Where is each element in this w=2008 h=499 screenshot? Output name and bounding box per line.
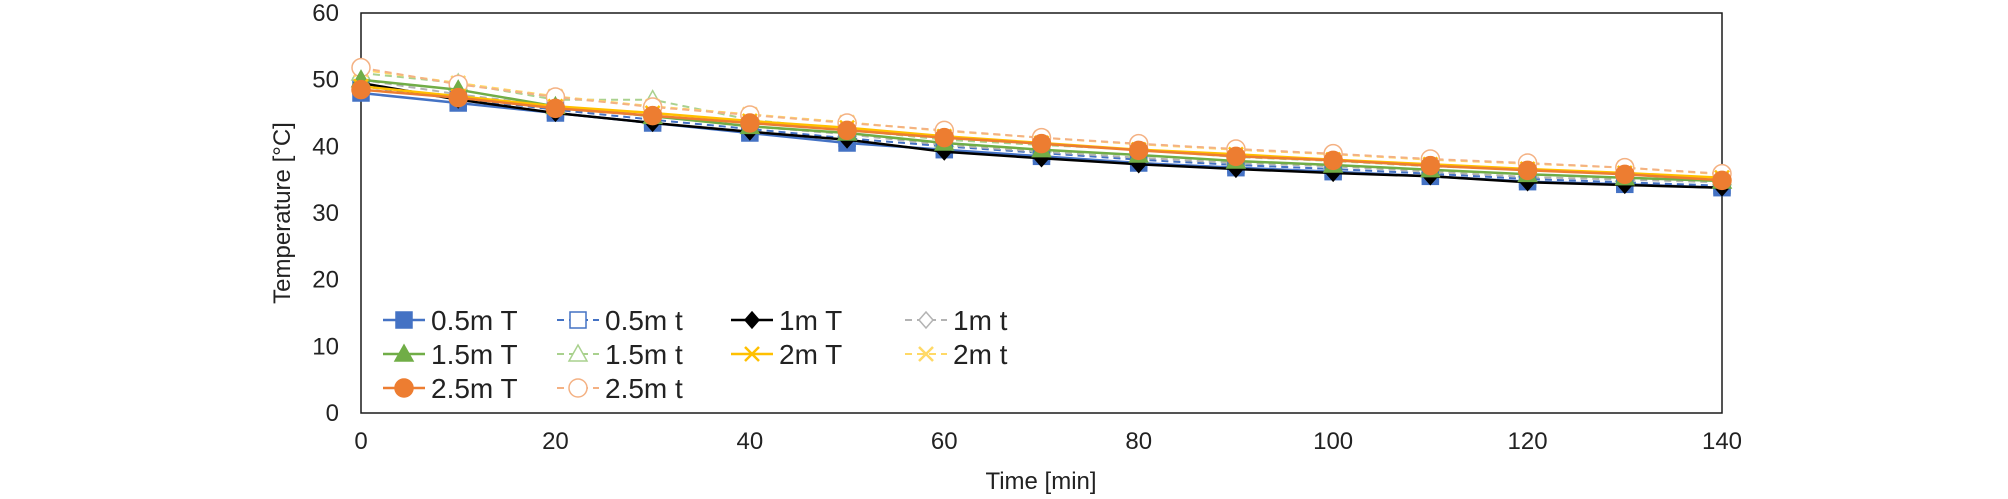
data-point [1128, 140, 1149, 161]
x-axis-ticks: 0 20 40 60 80 100 120 140 [354, 428, 1742, 455]
y-tick-label: 40 [312, 133, 339, 160]
legend-entry-2-5m-t: 2.5m t [557, 373, 683, 404]
data-point [1420, 155, 1441, 176]
legend-entry-0-5m-t: 0.5m T [383, 305, 518, 336]
legend-entry-1m-t: 1m t [905, 305, 1008, 336]
legend: 0.5m T 0.5m t 1m T 1m t 1.5m T 1.5m t 2m T 2m t… [383, 305, 1008, 404]
series-2-5m-t [351, 79, 1732, 191]
legend-marker [394, 378, 414, 398]
legend-label: 2m T [779, 339, 842, 370]
legend-marker [567, 343, 589, 362]
data-point [1517, 160, 1538, 181]
x-tick-label: 80 [1125, 428, 1152, 455]
legend-entry-2m-t: 2m t [905, 339, 1008, 370]
legend-label: 0.5m t [605, 305, 683, 336]
legend-label: 0.5m T [431, 305, 518, 336]
data-point [1323, 150, 1343, 171]
y-tick-label: 30 [312, 200, 339, 227]
x-tick-label: 120 [1508, 428, 1548, 455]
y-tick-label: 60 [312, 0, 339, 27]
legend-marker [918, 346, 934, 362]
x-tick-label: 60 [931, 428, 958, 455]
data-point [1031, 133, 1052, 154]
x-tick-label: 20 [542, 428, 569, 455]
legend-entry-2m-t: 2m T [731, 339, 842, 370]
x-axis-title: Time [min] [985, 468, 1096, 495]
y-tick-label: 10 [312, 333, 339, 360]
data-point [1712, 170, 1732, 191]
legend-marker [568, 378, 588, 398]
y-axis-title: Temperature [°C] [269, 122, 296, 304]
data-point [740, 113, 760, 133]
legend-marker [744, 346, 760, 362]
legend-label: 1.5m t [605, 339, 683, 370]
legend-label: 2m t [953, 339, 1008, 370]
data-point [934, 127, 955, 148]
legend-entry-1-5m-t: 1.5m t [557, 339, 683, 370]
series-line [360, 85, 1723, 187]
y-tick-label: 20 [312, 267, 339, 294]
x-tick-label: 0 [354, 428, 367, 455]
x-tick-label: 40 [737, 428, 764, 455]
legend-marker [744, 310, 760, 330]
y-axis-ticks: 0 10 20 30 40 50 60 [312, 0, 339, 427]
legend-entry-2-5m-t: 2.5m T [383, 373, 518, 404]
x-tick-label: 140 [1702, 428, 1742, 455]
data-point [448, 87, 468, 108]
series-group [350, 57, 1733, 197]
data-point [837, 120, 857, 141]
legend-marker [569, 311, 587, 329]
y-tick-label: 50 [312, 67, 339, 94]
legend-marker [395, 311, 413, 329]
legend-label: 1m t [953, 305, 1008, 336]
legend-entry-0-5m-t: 0.5m t [557, 305, 683, 336]
legend-marker [393, 343, 415, 362]
legend-entry-1m-t: 1m T [731, 305, 842, 336]
legend-marker [918, 310, 934, 330]
legend-label: 1.5m T [431, 339, 518, 370]
x-tick-label: 100 [1313, 428, 1353, 455]
legend-label: 2.5m T [431, 373, 518, 404]
legend-entry-1-5m-t: 1.5m T [383, 339, 518, 370]
plot-area [360, 12, 1723, 414]
y-tick-label: 0 [326, 400, 339, 427]
data-point [351, 79, 371, 100]
legend-label: 2.5m t [605, 373, 683, 404]
data-point [642, 105, 663, 126]
legend-label: 1m T [779, 305, 842, 336]
data-point [1226, 146, 1246, 167]
data-point [545, 98, 566, 119]
data-point [1615, 164, 1635, 185]
